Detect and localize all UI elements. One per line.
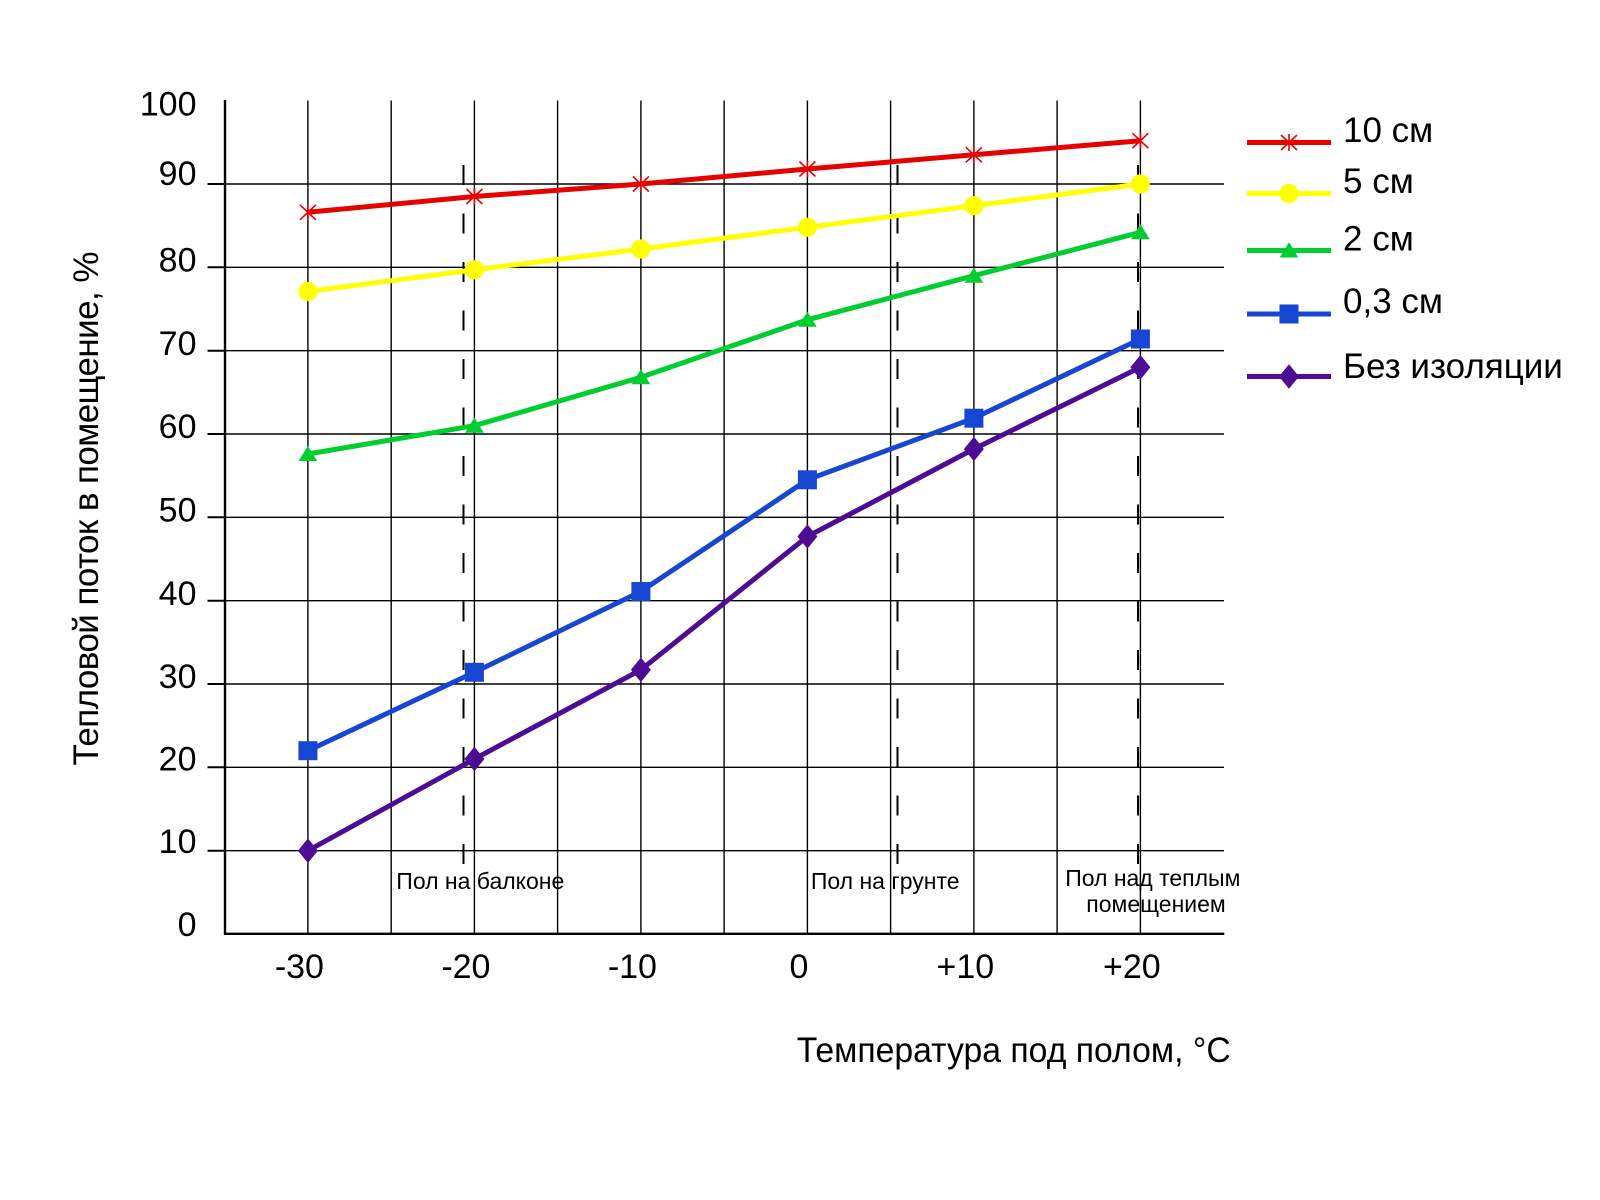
svg-text:70: 70 <box>159 325 197 363</box>
svg-text:10: 10 <box>159 823 197 861</box>
svg-text:100: 100 <box>140 86 197 124</box>
svg-text:0,3 см: 0,3 см <box>1343 282 1443 321</box>
svg-text:-30: -30 <box>275 948 324 986</box>
svg-text:-20: -20 <box>441 948 490 986</box>
svg-text:Пол на балконе: Пол на балконе <box>396 868 564 894</box>
svg-text:10 см: 10 см <box>1343 111 1433 150</box>
svg-text:Температура под полом, °С: Температура под полом, °С <box>797 1031 1231 1070</box>
svg-text:60: 60 <box>159 408 197 446</box>
svg-text:0: 0 <box>789 948 808 986</box>
svg-text:+10: +10 <box>937 948 995 986</box>
svg-text:80: 80 <box>159 242 197 280</box>
svg-text:+20: +20 <box>1103 948 1161 986</box>
svg-text:-10: -10 <box>608 948 657 986</box>
svg-text:2 см: 2 см <box>1343 220 1414 259</box>
svg-text:50: 50 <box>159 492 197 530</box>
svg-text:Без изоляции: Без изоляции <box>1343 347 1563 386</box>
svg-text:90: 90 <box>159 155 197 193</box>
svg-text:5 см: 5 см <box>1343 162 1414 201</box>
svg-text:Пол на грунте: Пол на грунте <box>811 868 960 894</box>
svg-text:30: 30 <box>159 658 197 696</box>
svg-text:20: 20 <box>159 741 197 779</box>
svg-text:Тепловой поток в помещение, %: Тепловой поток в помещение, % <box>67 252 106 766</box>
svg-text:40: 40 <box>159 575 197 613</box>
svg-text:помещением: помещением <box>1086 891 1225 917</box>
svg-text:0: 0 <box>178 906 197 944</box>
svg-text:Пол над теплым: Пол над теплым <box>1065 865 1240 891</box>
